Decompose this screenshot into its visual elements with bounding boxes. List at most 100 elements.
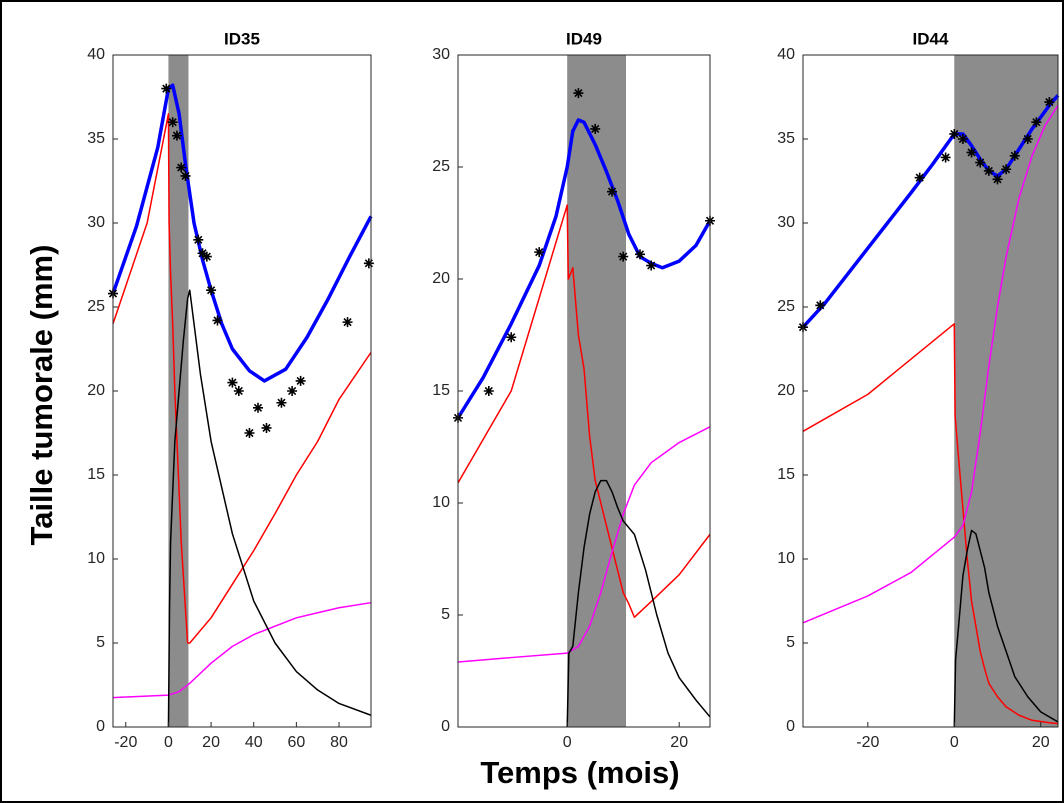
- data-line: [112, 601, 372, 699]
- y-tick-label: 20: [432, 270, 450, 287]
- data-point: [940, 152, 951, 163]
- x-tick-label: 20: [1032, 734, 1050, 751]
- data-point: [180, 170, 191, 181]
- panel-title: ID49: [566, 29, 602, 48]
- x-tick-label: 0: [950, 734, 959, 751]
- data-point: [949, 128, 960, 139]
- data-point: [1031, 117, 1042, 128]
- data-point: [635, 249, 645, 260]
- data-point: [342, 317, 353, 328]
- y-tick-label: 10: [87, 550, 105, 567]
- data-point: [363, 258, 374, 269]
- y-tick-label: 10: [432, 494, 450, 511]
- x-tick-label: 20: [670, 734, 688, 751]
- y-tick-label: 15: [87, 466, 105, 483]
- data-line: [566, 479, 711, 728]
- x-tick-label: -20: [856, 734, 879, 751]
- y-tick-label: 10: [777, 550, 795, 567]
- data-point: [244, 428, 255, 438]
- y-tick-label: 5: [786, 634, 795, 651]
- data-point: [161, 83, 172, 94]
- data-point: [193, 234, 204, 245]
- y-tick-label: 30: [432, 46, 450, 63]
- data-point: [815, 300, 826, 311]
- y-axis-label: Taille tumorale (mm): [24, 245, 59, 546]
- y-tick-label: 0: [96, 718, 105, 735]
- treatment-band: [954, 55, 1058, 727]
- data-point: [646, 260, 657, 271]
- data-line: [112, 113, 372, 644]
- panel-title: ID44: [913, 29, 949, 48]
- data-point: [983, 165, 994, 176]
- y-tick-label: 30: [87, 214, 105, 231]
- data-point: [607, 186, 617, 197]
- y-tick-label: 20: [87, 382, 105, 399]
- y-tick-label: 15: [432, 382, 450, 399]
- data-point: [1022, 134, 1033, 144]
- x-tick-label: 20: [202, 734, 220, 751]
- data-point: [1044, 97, 1055, 108]
- y-tick-label: 40: [777, 46, 795, 63]
- y-tick-label: 35: [777, 130, 795, 147]
- data-point: [957, 134, 968, 144]
- y-tick-label: 5: [96, 634, 105, 651]
- data-point: [506, 332, 517, 343]
- y-tick-label: 0: [441, 718, 450, 735]
- data-line: [457, 204, 711, 618]
- data-line: [953, 529, 1059, 728]
- data-point: [992, 174, 1003, 185]
- data-line: [457, 426, 711, 663]
- data-line: [801, 94, 1060, 329]
- data-point: [233, 386, 244, 396]
- y-tick-label: 25: [777, 298, 795, 315]
- data-point: [176, 162, 187, 173]
- y-tick-label: 35: [87, 130, 105, 147]
- y-tick-label: 20: [777, 382, 795, 399]
- y-tick-label: 25: [432, 158, 450, 175]
- treatment-band: [567, 55, 626, 727]
- data-point: [1001, 164, 1012, 175]
- data-point: [1009, 150, 1020, 161]
- data-point: [966, 147, 977, 158]
- data-point: [252, 402, 263, 413]
- y-tick-label: 15: [777, 466, 795, 483]
- data-point: [534, 247, 545, 258]
- data-point: [590, 123, 601, 134]
- data-point: [201, 251, 212, 262]
- y-tick-label: 30: [777, 214, 795, 231]
- data-point: [483, 386, 494, 396]
- x-tick-label: 0: [563, 734, 572, 751]
- data-point: [914, 172, 925, 183]
- y-tick-label: 0: [786, 718, 795, 735]
- data-point: [975, 157, 986, 168]
- data-point: [276, 397, 287, 408]
- data-point: [167, 117, 178, 128]
- data-point: [227, 377, 238, 388]
- data-point: [573, 88, 584, 99]
- data-line: [802, 323, 1059, 725]
- data-line: [167, 289, 372, 728]
- y-tick-label: 25: [87, 298, 105, 315]
- y-tick-label: 5: [441, 606, 450, 623]
- data-point: [171, 130, 182, 141]
- x-axis-label: Temps (mois): [480, 755, 679, 790]
- x-tick-label: 40: [245, 734, 263, 751]
- data-line: [802, 104, 1059, 624]
- x-tick-label: 60: [287, 734, 305, 751]
- panel-title: ID35: [224, 29, 260, 48]
- data-line: [456, 118, 712, 419]
- data-point: [197, 248, 208, 259]
- data-point: [618, 251, 629, 262]
- data-point: [287, 386, 298, 396]
- y-tick-label: 40: [87, 46, 105, 63]
- data-point: [206, 285, 217, 296]
- x-tick-label: 80: [330, 734, 348, 751]
- data-point: [295, 375, 306, 386]
- data-point: [212, 315, 223, 326]
- data-point: [261, 422, 272, 433]
- x-tick-label: -20: [114, 734, 137, 751]
- x-tick-label: 0: [164, 734, 173, 751]
